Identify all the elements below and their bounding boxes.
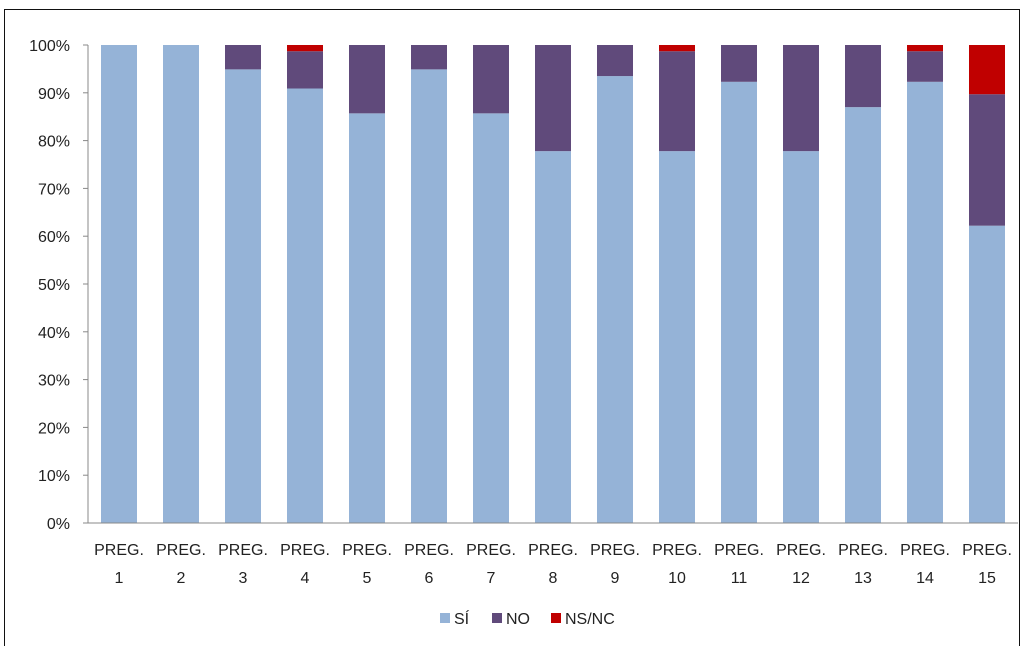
x-tick-label: 1 xyxy=(115,570,124,587)
x-tick-label: 6 xyxy=(425,570,434,587)
bar-segment xyxy=(597,76,633,523)
legend-label: NS/NC xyxy=(565,611,615,628)
legend-label: NO xyxy=(506,611,530,628)
bar-segment xyxy=(659,151,695,523)
legend-swatch xyxy=(440,613,450,623)
x-tick-label: PREG. xyxy=(776,542,826,559)
bar-segment xyxy=(535,45,571,152)
y-tick-label: 40% xyxy=(38,325,70,342)
x-tick-label: 7 xyxy=(487,570,496,587)
bar-segment xyxy=(349,45,385,114)
bar-segment xyxy=(349,113,385,523)
y-tick-label: 50% xyxy=(38,277,70,294)
bar-segment xyxy=(225,69,261,524)
y-tick-label: 0% xyxy=(47,516,70,533)
bar-segment xyxy=(535,151,571,523)
bar-segment xyxy=(287,88,323,524)
x-tick-label: 8 xyxy=(549,570,558,587)
bar-segment xyxy=(473,113,509,523)
x-tick-label: 13 xyxy=(854,570,872,587)
x-tick-label: PREG. xyxy=(962,542,1012,559)
y-tick-label: 60% xyxy=(38,229,70,246)
y-axis: 0% 10% 20% 30% 40% 50% 60% 70% 80% 90% 100% xyxy=(29,38,89,533)
y-tick-label: 30% xyxy=(38,373,70,390)
x-tick-label: 5 xyxy=(363,570,372,587)
y-tick-label: 80% xyxy=(38,134,70,151)
x-tick-label: PREG. xyxy=(652,542,702,559)
x-tick-label: 10 xyxy=(668,570,686,587)
x-tick-label: PREG. xyxy=(280,542,330,559)
bar-segment xyxy=(783,151,819,523)
x-tick-label: PREG. xyxy=(404,542,454,559)
x-tick-label: PREG. xyxy=(838,542,888,559)
x-tick-label: PREG. xyxy=(94,542,144,559)
bar-segment xyxy=(597,45,633,77)
y-tick-label: 20% xyxy=(38,420,70,437)
y-tick-label: 90% xyxy=(38,86,70,103)
bars xyxy=(101,45,1005,524)
x-tick-label: PREG. xyxy=(218,542,268,559)
x-tick-label: 9 xyxy=(611,570,620,587)
bar-segment xyxy=(473,45,509,114)
bar-segment xyxy=(101,45,137,523)
bar-segment xyxy=(225,45,261,70)
y-tick-label: 100% xyxy=(29,38,70,55)
y-tick-label: 70% xyxy=(38,181,70,198)
x-tick-label: PREG. xyxy=(342,542,392,559)
x-tick-label: PREG. xyxy=(900,542,950,559)
x-tick-label: PREG. xyxy=(156,542,206,559)
x-tick-label: PREG. xyxy=(590,542,640,559)
x-tick-label: PREG. xyxy=(466,542,516,559)
x-tick-label: 12 xyxy=(792,570,810,587)
bar-segment xyxy=(783,45,819,152)
y-tick-label: 10% xyxy=(38,468,70,485)
bar-segment xyxy=(845,107,881,523)
legend-swatch xyxy=(551,613,561,623)
bar-segment xyxy=(721,81,757,523)
bar-segment xyxy=(907,51,943,82)
x-tick-label: 2 xyxy=(177,570,186,587)
bar-segment xyxy=(411,69,447,524)
bar-segment xyxy=(287,45,323,52)
x-tick-label: 15 xyxy=(978,570,996,587)
bar-segment xyxy=(721,45,757,82)
bar-segment xyxy=(411,45,447,70)
bar-segment xyxy=(659,51,695,152)
x-tick-label: 4 xyxy=(301,570,310,587)
x-tick-label: PREG. xyxy=(528,542,578,559)
bar-segment xyxy=(969,225,1005,523)
bar-segment xyxy=(907,45,943,52)
bar-segment xyxy=(845,45,881,108)
x-tick-label: 11 xyxy=(731,570,748,587)
legend-label: SÍ xyxy=(454,609,470,628)
bar-segment xyxy=(907,81,943,523)
bar-segment xyxy=(163,45,199,523)
bar-segment xyxy=(969,45,1005,95)
x-tick-label: 3 xyxy=(239,570,248,587)
legend-swatch xyxy=(492,613,502,623)
bar-segment xyxy=(287,51,323,89)
bar-segment xyxy=(659,45,695,52)
bar-segment xyxy=(969,94,1005,226)
stacked-bar-chart: 0% 10% 20% 30% 40% 50% 60% 70% 80% 90% 100% PREG. 1… xyxy=(29,38,1018,628)
x-tick-label: 14 xyxy=(916,570,934,587)
x-axis: PREG. 1 PREG. 2 PREG. 3 PREG. 4 PREG. 5 PREG. 6 PREG… xyxy=(88,522,1018,587)
chart-frame: 0% 10% 20% 30% 40% 50% 60% 70% 80% 90% 100% PREG. 1… xyxy=(4,9,1020,646)
x-tick-label: PREG. xyxy=(714,542,764,559)
legend: SÍ NO NS/NC xyxy=(440,609,615,628)
